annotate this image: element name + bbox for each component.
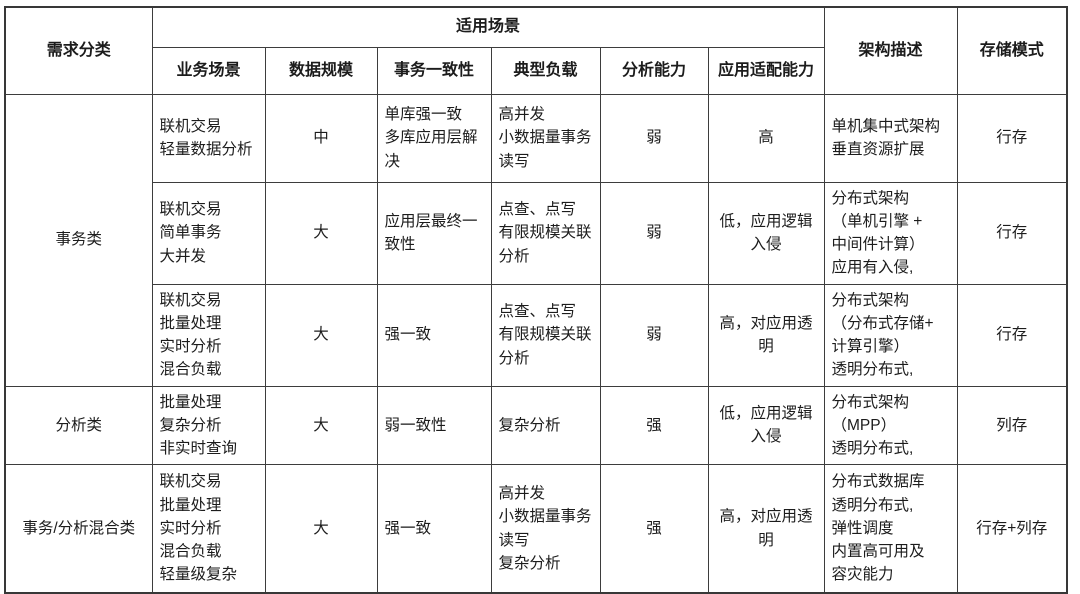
cell-typical-workload: 高并发 小数据量事务读写: [490, 93, 601, 183]
cell-app-adaptability: 高，对应用透明: [707, 283, 825, 387]
cell-app-adaptability: 低，应用逻辑入侵: [707, 181, 825, 285]
cell-typical-workload: 高并发 小数据量事务读写 复杂分析: [490, 464, 601, 594]
header-transaction-consistency: 事务一致性: [376, 46, 492, 95]
cell-business-scenario: 批量处理 复杂分析 非实时查询: [151, 385, 266, 466]
cell-business-scenario: 联机交易 批量处理 实时分析 混合负载: [151, 283, 266, 387]
table-row: 联机交易 批量处理 实时分析 混合负载 大 强一致 点查、点写 有限规模关联分析…: [5, 283, 1068, 387]
cell-transaction-consistency: 单库强一致 多库应用层解决: [376, 93, 492, 183]
header-business-scenario: 业务场景: [151, 46, 266, 95]
cell-storage-mode: 行存: [956, 283, 1068, 387]
cell-typical-workload: 点查、点写 有限规模关联分析: [490, 283, 601, 387]
cell-analysis-capability: 弱: [599, 181, 709, 285]
header-row-group: 需求分类 适用场景 架构描述 存储模式: [4, 6, 1068, 95]
cell-analysis-capability: 强: [599, 464, 709, 594]
table-row: 事务/分析混合类 联机交易 批量处理 实时分析 混合负载 轻量级复杂 大 强一致…: [4, 464, 1068, 594]
cell-storage-mode: 列存: [956, 385, 1068, 466]
header-row-sub: 业务场景 数据规模 事务一致性 典型负载 分析能力 应用适配能力: [5, 46, 1067, 95]
header-architecture-description: 架构描述: [823, 6, 958, 95]
header-data-scale: 数据规模: [264, 46, 378, 95]
cell-business-scenario: 联机交易 轻量数据分析: [151, 93, 266, 183]
cell-analysis-capability: 强: [599, 385, 709, 466]
cell-analysis-capability: 弱: [599, 93, 709, 183]
cell-app-adaptability: 高，对应用透明: [707, 464, 825, 594]
cell-architecture-description: 分布式架构 （MPP） 透明分布式,: [823, 385, 958, 466]
header-app-adaptability: 应用适配能力: [707, 46, 825, 95]
cell-data-scale: 大: [264, 181, 378, 285]
table-row: 联机交易 简单事务 大并发 大 应用层最终一致性 点查、点写 有限规模关联分析 …: [5, 181, 1068, 285]
table-row: 分析类 批量处理 复杂分析 非实时查询 大 弱一致性 复杂分析 强 低，应用逻辑…: [4, 385, 1068, 466]
table-row: 事务类 联机交易 轻量数据分析 中 单库强一致 多库应用层解决 高并发 小数据量…: [4, 93, 1068, 387]
cell-typical-workload: 点查、点写 有限规模关联分析: [490, 181, 601, 285]
table-body: 事务类 联机交易 轻量数据分析 中 单库强一致 多库应用层解决 高并发 小数据量…: [4, 93, 1068, 594]
cell-architecture-description: 分布式数据库 透明分布式, 弹性调度 内置高可用及 容灾能力: [823, 464, 958, 594]
cell-business-scenario: 联机交易 批量处理 实时分析 混合负载 轻量级复杂: [151, 464, 266, 594]
cell-transaction-consistency: 应用层最终一致性: [376, 181, 492, 285]
cell-app-adaptability: 低，应用逻辑入侵: [707, 385, 825, 466]
cell-transaction-consistency: 弱一致性: [376, 385, 492, 466]
header-requirement-category: 需求分类: [4, 6, 153, 95]
table-header: 需求分类 适用场景 架构描述 存储模式 业务场景 数据规模 事务一致性 典型负载…: [4, 6, 1068, 95]
cell-app-adaptability: 高: [707, 93, 825, 183]
cell-category: 事务类: [4, 93, 153, 387]
cell-storage-mode: 行存: [956, 181, 1068, 285]
header-storage-mode: 存储模式: [956, 6, 1068, 95]
cell-data-scale: 大: [264, 385, 378, 466]
header-analysis-capability: 分析能力: [599, 46, 709, 95]
cell-data-scale: 大: [264, 283, 378, 387]
cell-analysis-capability: 弱: [599, 283, 709, 387]
header-applicable-scenarios: 适用场景: [151, 6, 825, 48]
cell-storage-mode: 行存: [956, 93, 1068, 183]
cell-business-scenario: 联机交易 简单事务 大并发: [151, 181, 266, 285]
cell-architecture-description: 单机集中式架构 垂直资源扩展: [823, 93, 958, 183]
cell-architecture-description: 分布式架构 （分布式存储+ 计算引擎） 透明分布式,: [823, 283, 958, 387]
cell-category: 分析类: [4, 385, 153, 466]
cell-data-scale: 中: [264, 93, 378, 183]
cell-category: 事务/分析混合类: [4, 464, 153, 594]
cell-data-scale: 大: [264, 464, 378, 594]
requirement-classification-table: 需求分类 适用场景 架构描述 存储模式 业务场景 数据规模 事务一致性 典型负载…: [4, 6, 1068, 594]
cell-typical-workload: 复杂分析: [490, 385, 601, 466]
header-typical-workload: 典型负载: [490, 46, 601, 95]
cell-architecture-description: 分布式架构 （单机引擎 + 中间件计算） 应用有入侵,: [823, 181, 958, 285]
cell-transaction-consistency: 强一致: [376, 283, 492, 387]
cell-transaction-consistency: 强一致: [376, 464, 492, 594]
cell-storage-mode: 行存+列存: [956, 464, 1068, 594]
